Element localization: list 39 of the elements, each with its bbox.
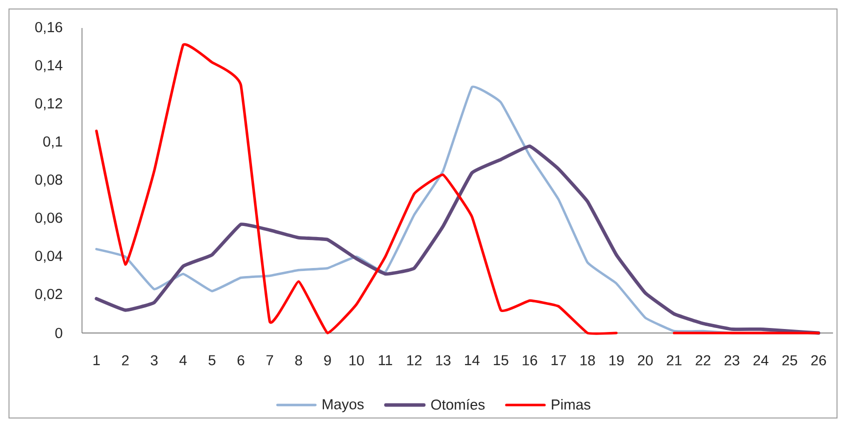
x-tick-label: 19 [609,355,624,366]
x-tick-label: 22 [696,355,710,366]
x-tick-label: 21 [666,355,682,366]
x-tick-label: 23 [724,355,740,366]
legend-label: Pimas [552,399,590,410]
x-tick-label: 2 [122,355,129,366]
x-tick-label: 1 [94,355,100,366]
x-tick-label: 18 [580,355,595,366]
x-tick-label: 14 [465,355,480,366]
y-tick-label: 0,16 [35,22,62,34]
x-tick-label: 11 [378,355,392,366]
x-tick-label: 7 [266,355,274,366]
x-tick-label: 3 [150,355,158,366]
x-tick-label: 5 [208,355,216,366]
x-tick-label: 25 [782,355,798,366]
x-tick-label: 16 [522,355,538,366]
x-tick-label: 15 [494,355,508,366]
y-tick-label: 0,06 [35,212,62,225]
x-tick-label: 8 [295,355,302,366]
x-tick-label: 26 [811,355,826,366]
legend-label: Mayos [322,399,364,412]
x-tick-label: 4 [179,355,187,366]
x-tick-label: 10 [349,355,364,366]
x-tick-label: 12 [407,355,422,366]
y-tick-label: 0,02 [35,288,62,301]
x-tick-label: 9 [324,355,331,366]
y-tick-label: 0,04 [35,250,62,263]
legend-label: Otomíes [431,398,485,410]
x-tick-label: 17 [552,355,566,366]
y-tick-label: 0 [55,328,62,338]
x-tick-label: 24 [753,355,768,366]
line-series [94,144,820,335]
x-tick-label: 6 [238,355,244,366]
y-tick-label: 0,14 [35,60,62,72]
y-tick-label: 0,08 [35,174,62,186]
y-tick-label: 0,1 [43,136,62,148]
x-tick-label: 20 [638,355,653,366]
x-tick-label: 13 [436,355,450,366]
y-tick-label: 0,12 [35,98,62,110]
